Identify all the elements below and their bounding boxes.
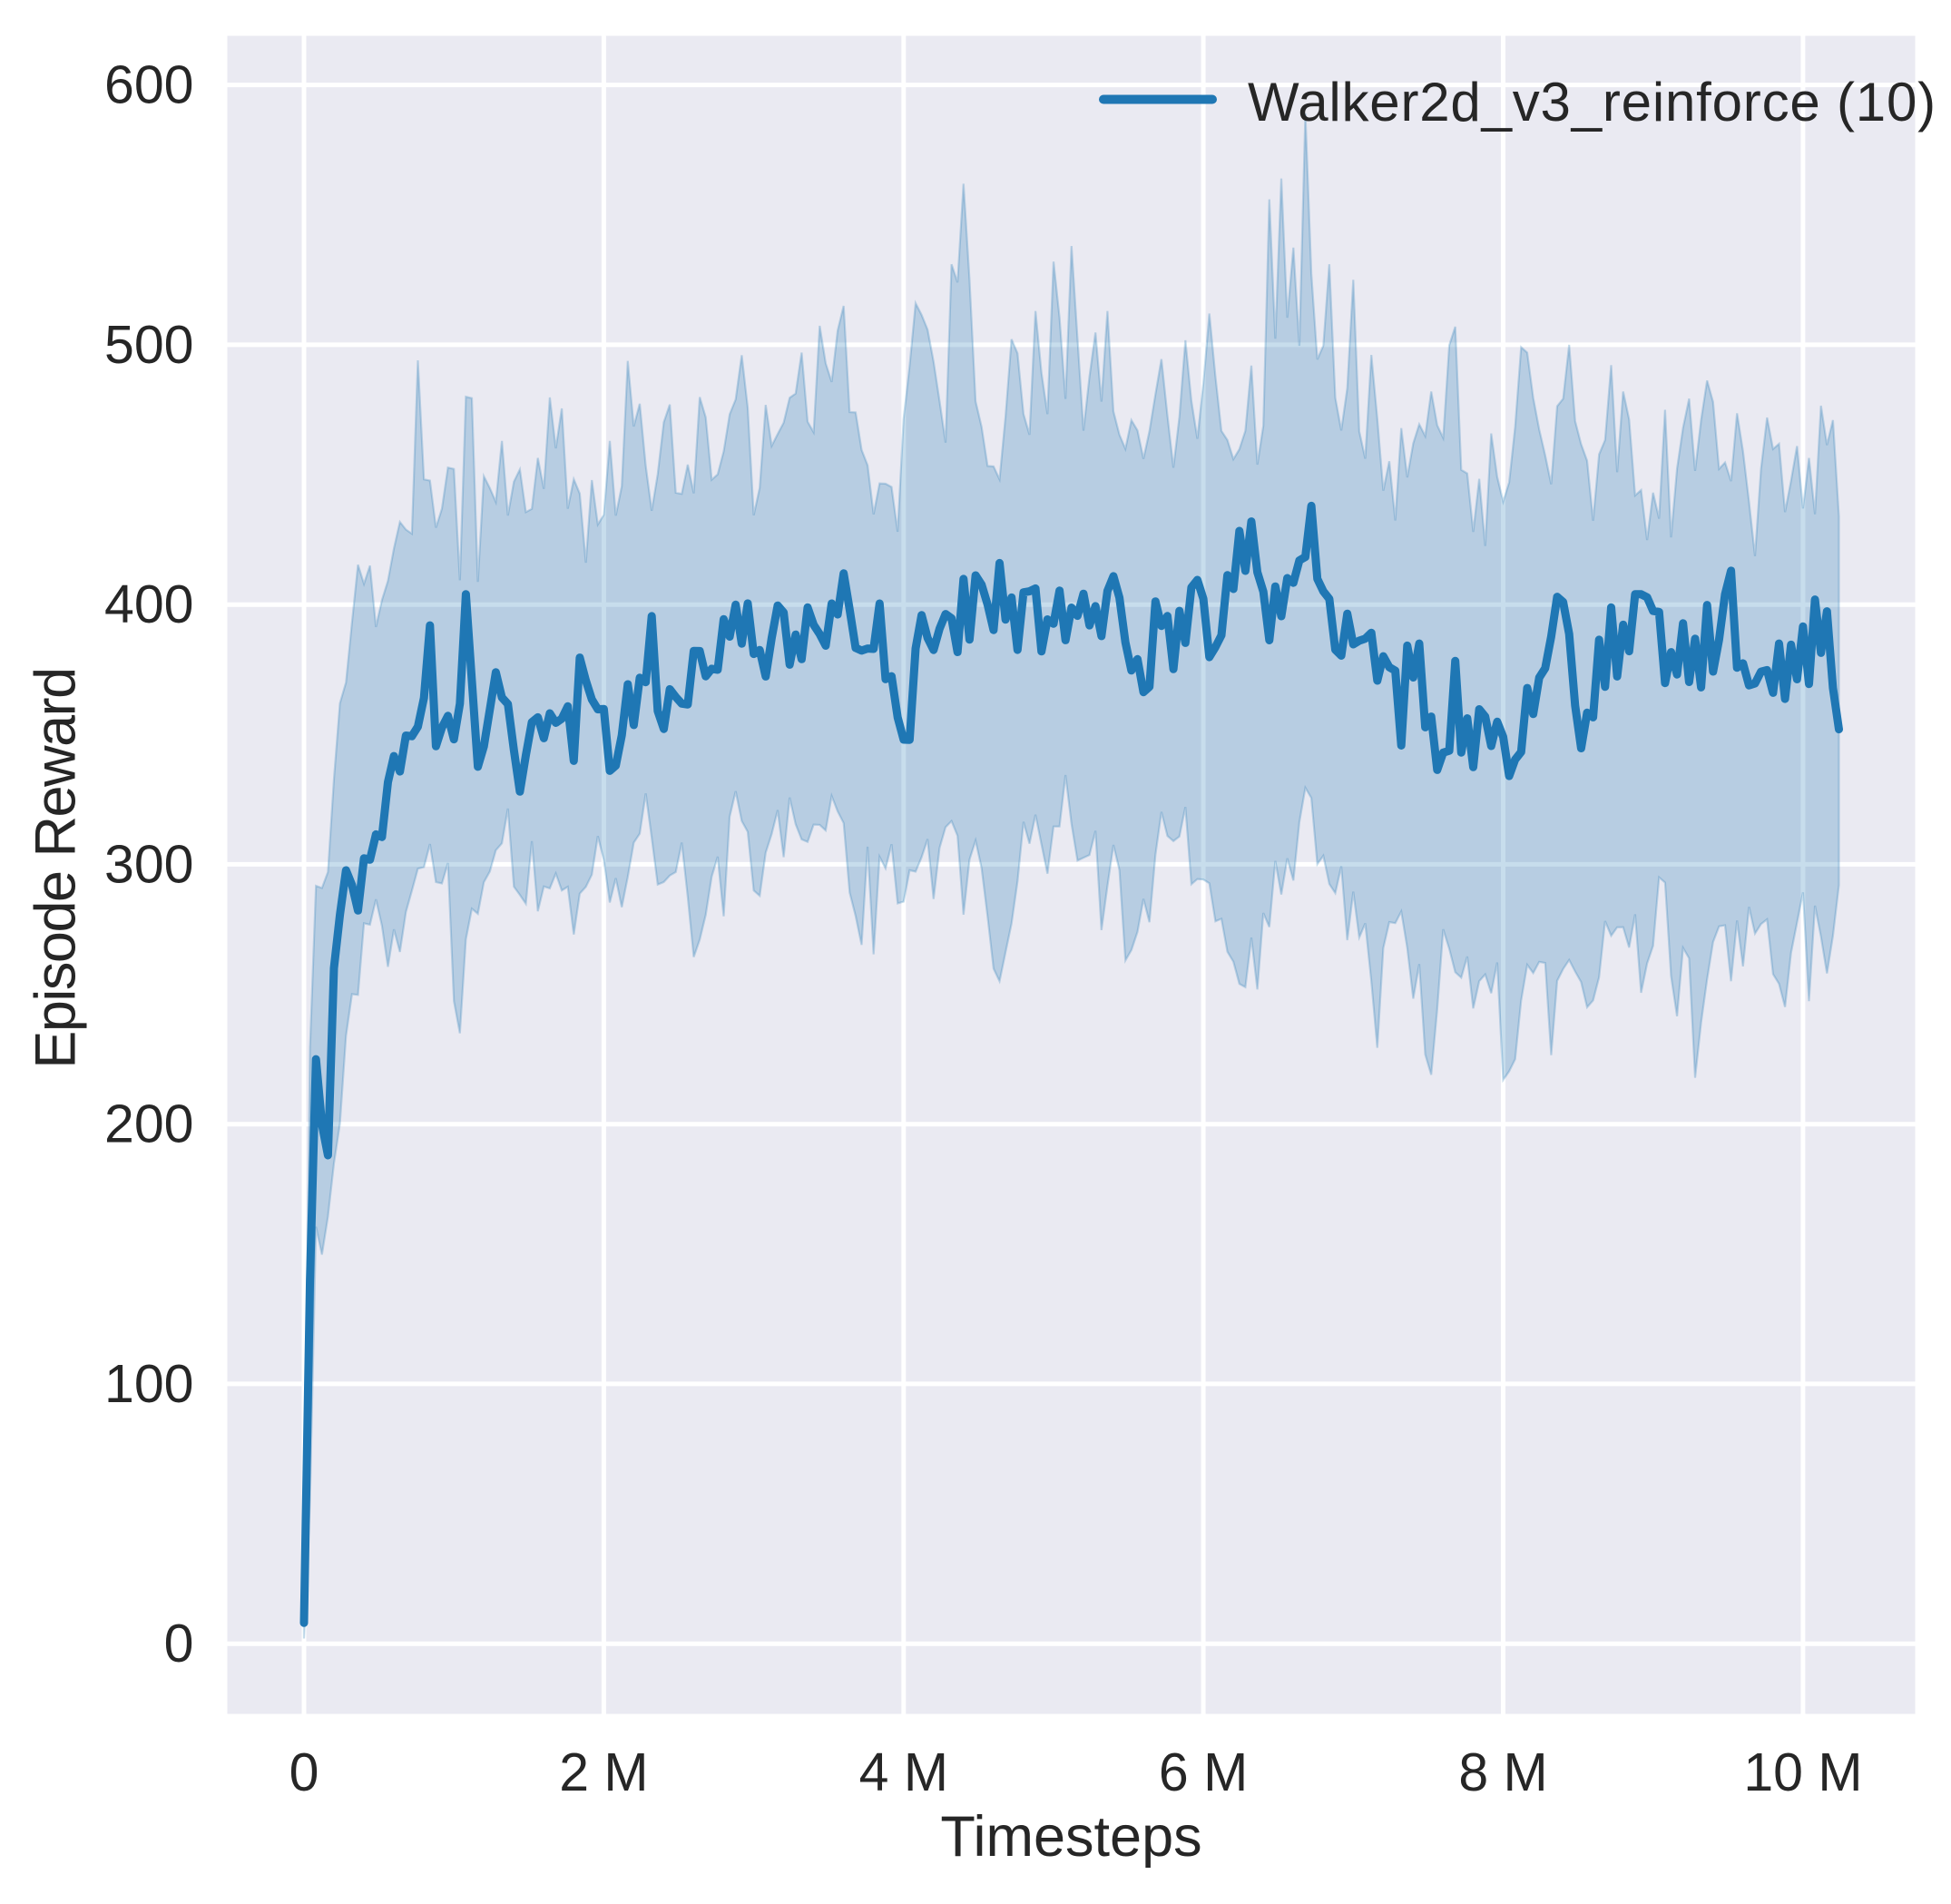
svg-text:4 M: 4 M	[859, 1742, 948, 1802]
svg-text:8 M: 8 M	[1458, 1742, 1547, 1802]
svg-text:400: 400	[104, 574, 193, 634]
svg-text:Episode Reward: Episode Reward	[25, 668, 88, 1068]
svg-text:2 M: 2 M	[559, 1742, 648, 1802]
svg-text:100: 100	[104, 1354, 193, 1414]
svg-text:Timesteps: Timesteps	[940, 1805, 1201, 1869]
svg-text:10 M: 10 M	[1743, 1742, 1862, 1802]
svg-text:0: 0	[289, 1742, 319, 1802]
svg-text:6 M: 6 M	[1159, 1742, 1248, 1802]
svg-text:300: 300	[104, 834, 193, 894]
svg-text:500: 500	[104, 315, 193, 375]
svg-text:200: 200	[104, 1094, 193, 1154]
svg-text:Walker2d_v3_reinforce (10): Walker2d_v3_reinforce (10)	[1248, 72, 1936, 132]
svg-text:600: 600	[104, 55, 193, 115]
svg-text:0: 0	[164, 1614, 194, 1673]
